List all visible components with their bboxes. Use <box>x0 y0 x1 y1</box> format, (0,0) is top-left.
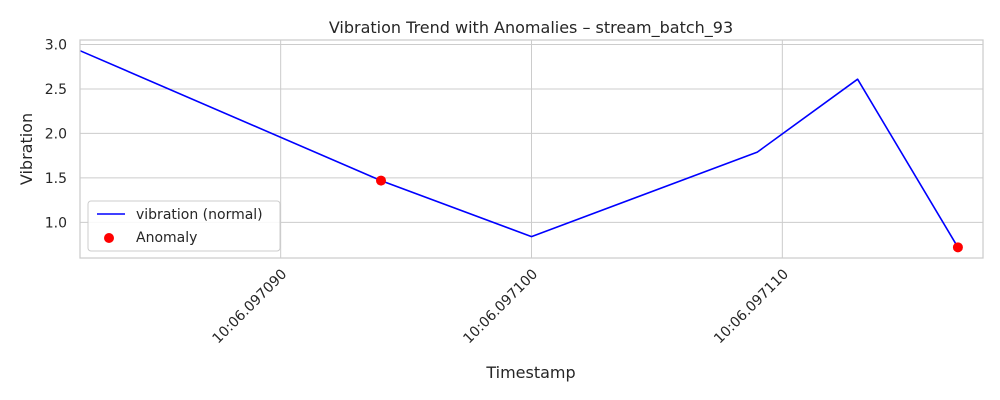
y-tick-label: 1.5 <box>45 171 67 187</box>
y-axis-label: Vibration <box>17 113 36 185</box>
y-tick-label: 1.0 <box>45 215 67 231</box>
series-layer <box>79 49 963 253</box>
legend-anomaly-swatch <box>104 233 114 243</box>
grid-lines <box>80 40 983 258</box>
x-tick-label: 10:06.097100 <box>460 266 541 347</box>
x-tick-label: 10:06.097090 <box>210 266 291 347</box>
series-line-vibration <box>79 49 959 248</box>
legend: vibration (normal) Anomaly <box>87 200 281 252</box>
y-tick-label: 2.0 <box>45 126 67 142</box>
x-axis-ticks: 10:06.097090 10:06.097100 10:06.097110 <box>210 266 792 347</box>
y-tick-label: 3.0 <box>45 37 67 53</box>
anomaly-point <box>952 242 963 253</box>
x-tick-label: 10:06.097110 <box>711 266 792 347</box>
plot-frame <box>79 39 984 259</box>
y-axis-ticks: 1.0 1.5 2.0 2.5 3.0 <box>45 37 67 231</box>
legend-label-line: vibration (normal) <box>136 207 263 223</box>
anomaly-point <box>376 175 386 186</box>
chart-title: Vibration Trend with Anomalies – stream_… <box>329 18 733 38</box>
legend-label-anomaly: Anomaly <box>136 230 197 246</box>
x-axis-label: Timestamp <box>485 363 575 382</box>
legend-box <box>87 200 281 252</box>
y-tick-label: 2.5 <box>45 82 67 98</box>
